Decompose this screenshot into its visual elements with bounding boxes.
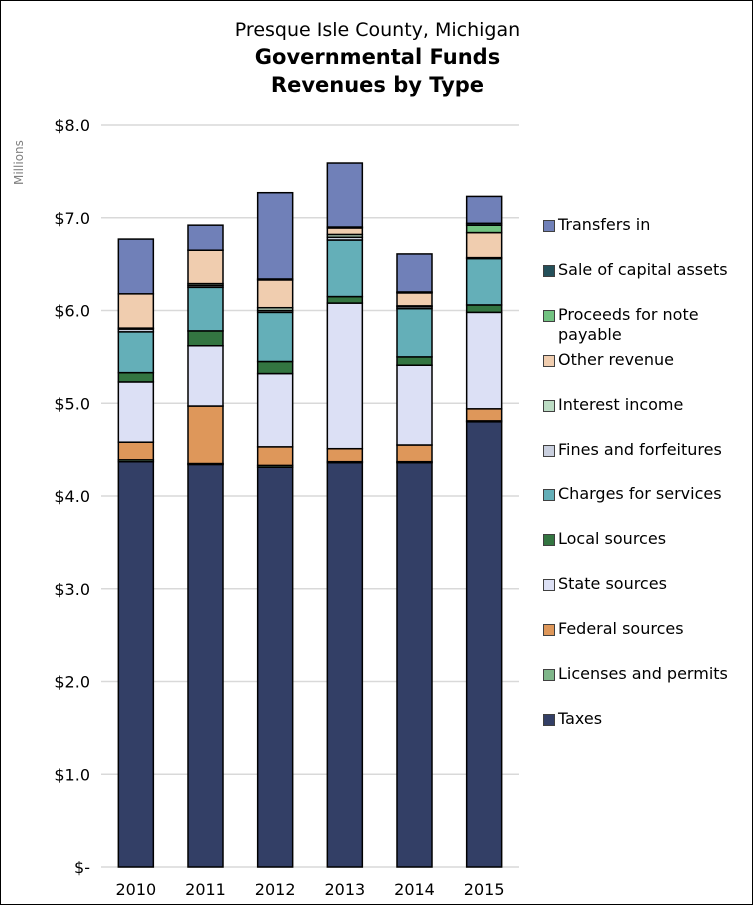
- x-tick-label: 2011: [185, 880, 226, 899]
- bar-segment: [256, 191, 294, 280]
- bar-segment: [117, 293, 155, 329]
- legend-swatch: [543, 579, 555, 592]
- bar-segment: [117, 441, 155, 461]
- bar-segment: [465, 195, 503, 225]
- legend-swatch: [543, 399, 555, 412]
- bar-segment: [326, 295, 364, 304]
- legend-label: Fines and forfeitures: [558, 439, 722, 459]
- bar-segment: [465, 408, 503, 422]
- y-tick-label: $2.0: [54, 673, 90, 692]
- x-tick-label: 2014: [394, 880, 435, 899]
- bar-segment: [465, 257, 503, 306]
- legend-label: Sale of capital assets: [558, 259, 728, 279]
- bar-segment: [117, 460, 155, 868]
- legend-label: Taxes: [558, 708, 603, 728]
- bar-segment: [256, 311, 294, 363]
- y-tick-label: $8.0: [54, 116, 90, 135]
- bar-segment: [396, 356, 433, 366]
- bar-segment: [117, 381, 155, 443]
- bar-segment: [187, 286, 224, 332]
- bar-segment: [396, 253, 433, 293]
- chart-title: Presque Isle County, Michigan: [234, 19, 521, 41]
- bar-segment: [187, 463, 224, 868]
- y-tick-label: $5.0: [54, 394, 90, 413]
- legend-swatch: [543, 444, 555, 457]
- legend-swatch: [543, 669, 555, 681]
- bar-segment: [256, 372, 294, 448]
- legend-swatch: [543, 264, 555, 277]
- x-tick-label: 2010: [115, 880, 156, 899]
- legend-label: State sources: [558, 574, 667, 594]
- y-tick-label: $4.0: [54, 487, 90, 506]
- bar-segment: [465, 304, 503, 314]
- legend-swatch: [543, 489, 555, 502]
- y-tick-label: $7.0: [54, 209, 90, 228]
- bar-segment: [465, 224, 503, 234]
- chart-subtitle-line-2: Revenues by Type: [270, 73, 485, 97]
- x-tick-label: 2012: [255, 880, 296, 899]
- x-tick-label: 2013: [324, 880, 365, 899]
- bar-segment: [117, 238, 155, 295]
- y-axis-label: Millions: [12, 140, 26, 185]
- bar-segment: [396, 461, 433, 868]
- legend-label: Transfers in: [558, 215, 651, 234]
- bar-segment: [256, 279, 294, 309]
- legend-label: Interest income: [558, 394, 684, 414]
- bar-segment: [326, 239, 364, 298]
- bar-segment: [326, 162, 364, 228]
- bar-segment: [326, 227, 364, 236]
- legend-label: Federal sources: [558, 619, 684, 639]
- x-tick-label: 2015: [464, 880, 505, 899]
- bar-segment: [396, 307, 433, 358]
- bar-segment: [396, 364, 433, 446]
- legend-swatch: [543, 220, 555, 232]
- bar-segment: [326, 447, 364, 463]
- chart-subtitle-line-1: Governmental Funds: [254, 45, 501, 69]
- legend-swatch: [543, 354, 555, 367]
- bar-segment: [256, 446, 294, 467]
- bar-segment: [326, 302, 364, 450]
- legend-label: Licenses and permits: [558, 664, 728, 683]
- y-tick-label: $1.0: [54, 765, 90, 784]
- bar-segment: [256, 360, 294, 375]
- legend-swatch: [543, 309, 555, 322]
- legend-swatch: [543, 624, 555, 637]
- legend-label: Other revenue: [558, 349, 675, 369]
- bar-segment: [465, 311, 503, 410]
- legend-label: Charges for services: [558, 484, 722, 504]
- bar-segment: [187, 330, 224, 347]
- y-tick-label: $-: [74, 858, 90, 877]
- bar-segment: [465, 421, 503, 868]
- bar-segment: [256, 466, 294, 868]
- bar-segment: [117, 371, 155, 383]
- legend-swatch: [543, 534, 555, 547]
- bar-segment: [187, 405, 224, 465]
- bar-segment: [465, 231, 503, 259]
- bar-segment: [187, 224, 224, 251]
- bar-segment: [117, 331, 155, 374]
- y-tick-label: $3.0: [54, 580, 90, 599]
- legend-label: Proceeds for note payable: [558, 304, 699, 344]
- legend-label: Local sources: [558, 529, 667, 549]
- bar-segment: [326, 461, 364, 868]
- legend-swatch: [543, 713, 555, 726]
- bar-segment: [187, 344, 224, 407]
- bar-segment: [396, 444, 433, 463]
- bar-segment: [187, 249, 224, 285]
- y-tick-label: $6.0: [54, 302, 90, 321]
- bar-segment: [396, 292, 433, 307]
